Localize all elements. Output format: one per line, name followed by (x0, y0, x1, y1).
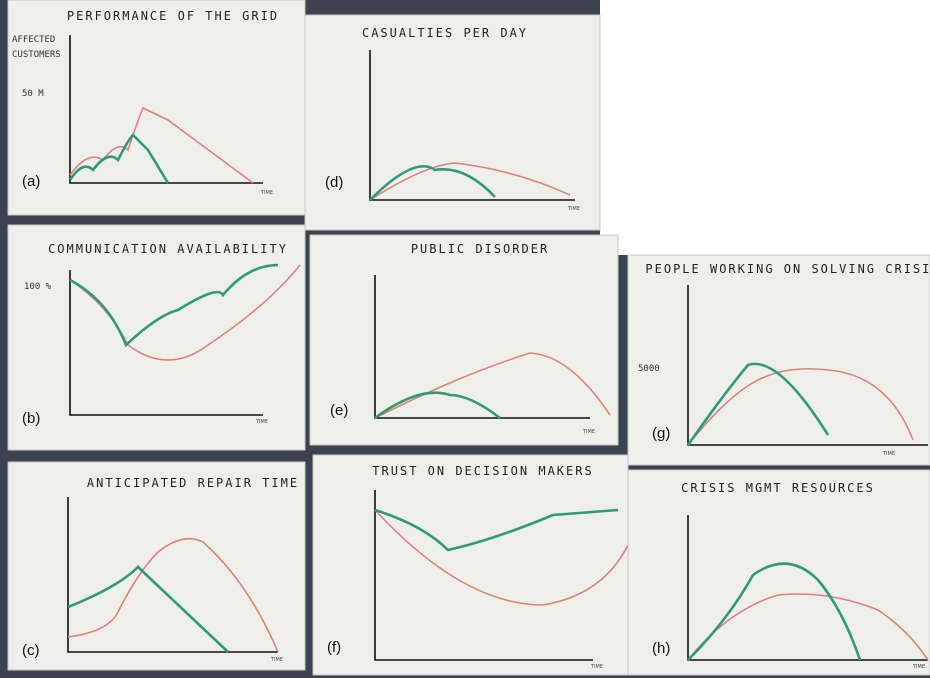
red-curve (69, 106, 254, 184)
panel-title: CASUALTIES PER DAY (362, 26, 528, 40)
panel-h: CRISIS MGMT RESOURCES TIME (h) (627, 469, 930, 676)
panel-f: TRUST ON DECISION MAKERS TIME (f) (312, 454, 629, 676)
green-curve (68, 133, 170, 184)
axes (374, 490, 593, 661)
red-curve (687, 593, 929, 661)
red-curve (687, 367, 914, 446)
panel-title: ANTICIPATED REPAIR TIME (87, 476, 299, 490)
red-curve (374, 509, 629, 606)
green-curve (374, 508, 619, 552)
panel-title: PEOPLE WORKING ON SOLVING CRISIS (645, 262, 930, 276)
axes (67, 497, 278, 653)
note: 100 % (24, 282, 52, 292)
panel-label: (a) (22, 173, 40, 190)
note: CUSTOMERS (12, 50, 61, 60)
panel-e: PUBLIC DISORDER TIME (e) (309, 234, 619, 446)
blank-area (600, 0, 930, 255)
card (304, 14, 601, 231)
green-curve (374, 391, 501, 420)
note: AFFECTED (12, 35, 55, 45)
card (7, 461, 306, 671)
panel-g: PEOPLE WORKING ON SOLVING CRISIS 5000 TI… (627, 254, 930, 466)
axis-label: TIME (255, 419, 268, 425)
panel-label: (b) (22, 410, 40, 427)
green-curve (67, 565, 229, 653)
green-curve (369, 165, 496, 201)
panel-title: COMMUNICATION AVAILABILITY (48, 242, 288, 256)
green-curve (686, 362, 830, 446)
axes (69, 270, 263, 416)
axis-label: TIME (882, 451, 895, 457)
panel-label: (c) (22, 642, 40, 659)
panel-title: CRISIS MGMT RESOURCES (681, 481, 875, 495)
panel-a: PERFORMANCE OF THE GRID AFFECTED CUSTOME… (7, 0, 306, 216)
axis-label: TIME (590, 664, 603, 670)
card (309, 234, 619, 446)
axes (69, 35, 263, 184)
axis-label: TIME (567, 206, 580, 212)
panel-c: ANTICIPATED REPAIR TIME TIME (c) (7, 461, 306, 671)
panel-label: (e) (330, 402, 348, 419)
card (312, 454, 629, 676)
red-curve (369, 162, 571, 201)
panel-title: PUBLIC DISORDER (411, 242, 549, 256)
panel-label: (f) (327, 639, 341, 656)
green-curve (69, 263, 279, 348)
axis-label: TIME (912, 664, 925, 670)
panel-label: (h) (652, 640, 670, 657)
axis-label: TIME (260, 190, 273, 196)
card (7, 224, 306, 451)
panel-label: (d) (325, 174, 343, 191)
note: 50 M (22, 89, 44, 99)
panel-label: (g) (652, 425, 670, 442)
card (627, 254, 930, 466)
card (7, 0, 306, 216)
panel-b: COMMUNICATION AVAILABILITY 100 % TIME (b… (7, 224, 306, 451)
panel-title: PERFORMANCE OF THE GRID (67, 9, 279, 23)
note: 5000 (638, 364, 660, 374)
panel-d: CASUALTIES PER DAY TIME (d) (304, 14, 601, 231)
card (627, 469, 930, 676)
panel-title: TRUST ON DECISION MAKERS (372, 464, 593, 478)
axis-label: TIME (582, 429, 595, 435)
green-curve (687, 562, 862, 661)
axis-label: TIME (270, 657, 283, 663)
red-curve (67, 537, 279, 653)
